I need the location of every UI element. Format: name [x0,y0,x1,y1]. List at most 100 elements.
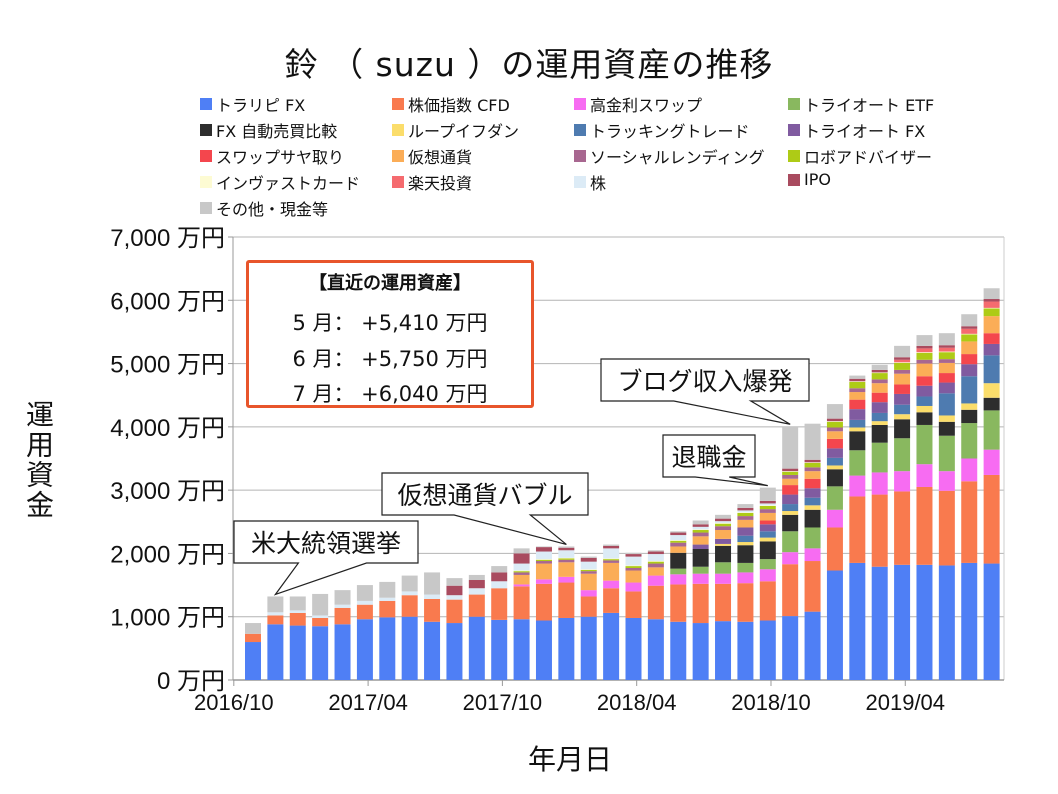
bar-segment [782,471,799,472]
bar-segment [670,540,687,541]
bar-segment [513,586,530,620]
bar-segment [938,471,955,491]
bar-segment [759,581,776,621]
bar-segment [782,616,799,680]
y-tick-label: 6,000 万円 [110,288,225,315]
bar-segment [513,572,530,575]
bar-segment [871,412,888,422]
bar-segment [826,404,843,419]
bar-segment [647,554,664,562]
x-axis-label: 年月日 [527,743,612,776]
bar-segment [983,343,1000,356]
bar-segment [782,531,799,553]
bar-segment [692,532,709,537]
bar-segment [647,563,664,568]
bar-segment [647,567,664,576]
bar-segment [692,529,709,531]
bar-segment [491,588,508,620]
bar-segment [826,486,843,510]
bar-segment [603,588,620,613]
bar-segment [759,505,776,506]
bar-segment [715,514,732,519]
bar-segment [804,488,821,498]
bar-segment [670,574,687,585]
bar-segment [804,509,821,528]
bar-segment [961,403,978,410]
bar-segment [356,604,373,620]
bar-segment [983,355,1000,384]
bar-segment [580,569,597,572]
bar-segment [916,376,933,386]
bar-segment [692,526,709,530]
bar-segment [938,359,955,363]
bar-segment [782,468,799,472]
bar-segment [535,547,552,552]
bar-segment [961,458,978,482]
bar-segment [849,381,866,382]
bar-segment [535,579,552,584]
bar-segment [983,449,1000,475]
legend-swatch [788,173,800,186]
bar-segment [938,373,955,383]
bar-segment [513,553,530,564]
bar-segment [782,471,799,475]
bar-segment [916,335,933,346]
legend-swatch [574,98,586,110]
y-tick-label: 0 万円 [157,668,225,695]
bar-segment [759,541,776,560]
bar-segment [334,607,351,625]
bar-segment [580,556,597,558]
bar-segment [826,570,843,680]
bar-segment [826,421,843,428]
bar-segment [692,583,709,624]
bar-segment [379,597,396,601]
bar-segment [334,604,351,608]
bar-segment [804,467,821,472]
y-tick-label: 3,000 万円 [110,478,225,505]
bar-segment [737,621,754,680]
summary-row-july: 7 月： +6,040 万円 [249,378,531,408]
bar-segment [580,590,597,597]
bar-segment [894,564,911,680]
bar-segment [424,598,441,622]
bar-segment [625,570,642,583]
bar-segment [938,421,955,436]
summary-value: +5,750 万円 [361,347,488,371]
legend-swatch [574,150,586,162]
bar-segment [983,299,1000,302]
bar-segment [737,527,754,536]
bar-segment [826,421,843,422]
bar-segment [647,575,664,586]
legend-label: 株価指数 CFD [408,96,510,115]
bar-segment [513,570,530,572]
bar-segment [401,616,418,680]
bar-segment [759,509,776,513]
legend-item: 株 [574,170,606,194]
callout-text: 仮想通貨バブル [397,481,572,510]
bar-segment [692,544,709,549]
bar-segment [804,462,821,463]
bar-segment [513,619,530,680]
bar-segment [401,591,418,596]
bar-segment [625,554,642,557]
bar-segment [468,574,485,581]
legend-swatch [200,124,212,136]
bar-segment [446,623,463,680]
bar-segment [961,328,978,334]
bar-segment [961,376,978,404]
legend-label: ループイフダン [408,122,520,141]
bar-segment [603,560,620,563]
bar-segment [715,583,732,622]
legend-item: FX 自動売買比較 [200,118,337,142]
bar-segment [647,619,664,680]
bar-segment [692,573,709,584]
bar-segment [356,600,373,605]
legend-item: トラッキングトレード [574,118,750,142]
bar-segment [983,410,1000,450]
bar-segment [983,316,1000,334]
bar-segment [715,621,732,680]
legend-swatch [200,98,212,110]
bar-segment [245,642,261,680]
bar-segment [938,347,955,352]
legend-swatch [392,176,404,188]
